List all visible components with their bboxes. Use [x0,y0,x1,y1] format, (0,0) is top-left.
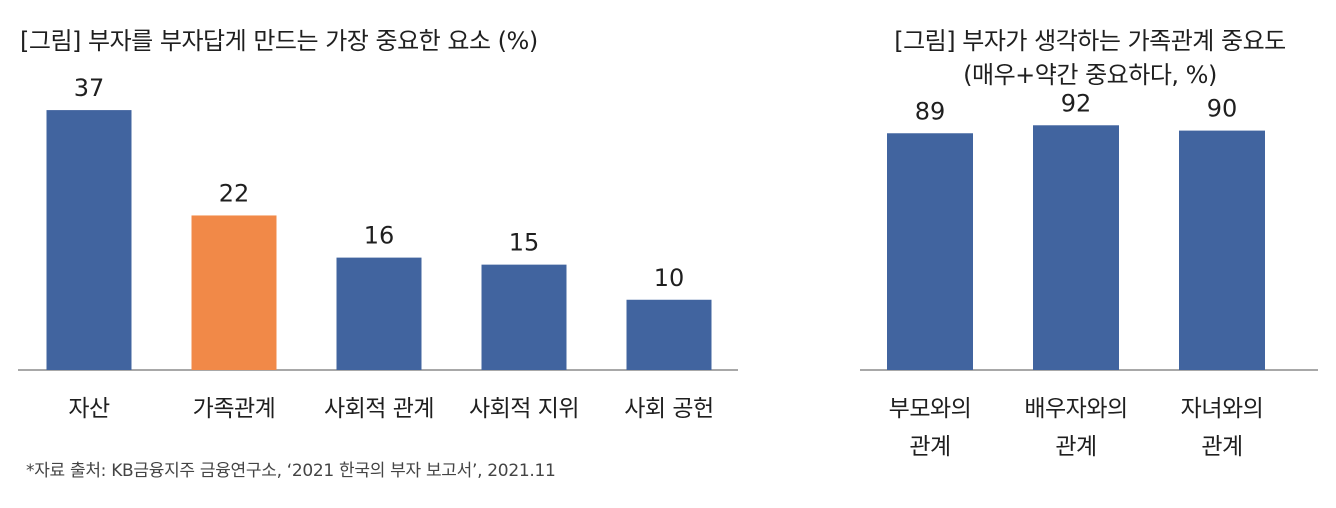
right-bar-1 [887,133,973,370]
left-bar-2 [191,215,277,370]
right-chart-title-line-1: [그림] 부자가 생각하는 가족관계 중요도 [894,27,1286,55]
left-category-label-3: 사회적 관계 [324,396,434,422]
right-category-label-1-line-1: 부모와의 [889,396,972,422]
left-chart-title: [그림] 부자를 부자답게 만드는 가장 중요한 요소 (%) [20,27,538,55]
left-value-label-3: 16 [364,222,395,250]
right-category-label-3-line-1: 자녀와의 [1181,396,1264,422]
left-bar-5 [626,299,712,370]
left-bar-3 [336,257,422,370]
right-category-label-3-line-2: 관계 [1201,434,1242,460]
right-bar-3 [1179,130,1265,370]
left-category-label-5: 사회 공헌 [624,396,713,422]
source-footnote: *자료 출처: KB금융지주 금융연구소, ‘2021 한국의 부자 보고서’,… [26,461,556,481]
left-bar-1 [46,110,132,370]
left-value-label-4: 15 [509,229,540,257]
left-bar-4 [481,264,567,370]
right-category-label-2-line-2: 관계 [1055,434,1096,460]
left-category-label-4: 사회적 지위 [469,396,579,422]
left-value-label-2: 22 [219,179,250,207]
right-value-label-1: 89 [915,97,946,125]
left-category-label-1: 자산 [68,396,110,422]
right-bar-2 [1033,125,1119,370]
right-category-label-1-line-2: 관계 [909,434,950,460]
right-category-label-2-line-1: 배우자와의 [1024,396,1127,422]
right-value-label-3: 90 [1207,95,1238,123]
left-bar-chart: 37 자산 22 가족관계 16 사회적 관계 15 사회적 지위 10 사회 공헌 [18,74,738,422]
right-chart-title: [그림] 부자가 생각하는 가족관계 중요도 (매우+약간 중요하다, %) [850,24,1330,92]
left-value-label-5: 10 [654,264,685,292]
right-value-label-2: 92 [1061,89,1092,117]
right-chart-title-line-2: (매우+약간 중요하다, %) [963,61,1217,89]
left-value-label-1: 37 [74,74,105,102]
left-category-label-2: 가족관계 [193,396,276,422]
